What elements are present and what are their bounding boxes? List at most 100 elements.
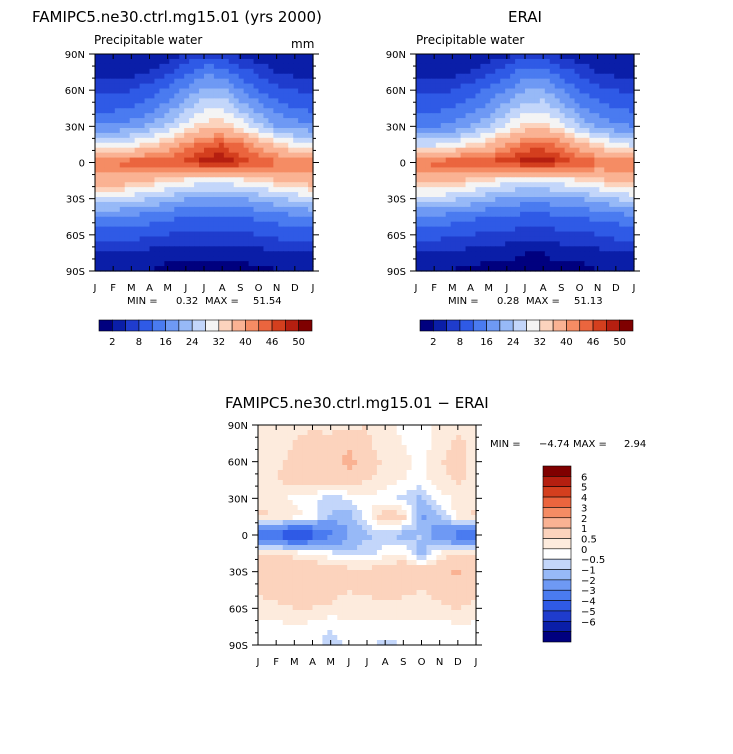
heatmap-cell xyxy=(574,241,581,247)
heatmap-cell xyxy=(273,192,279,198)
heatmap-cell xyxy=(357,515,363,521)
heatmap-cell xyxy=(426,480,432,486)
heatmap-cell xyxy=(480,177,486,183)
heatmap-cell xyxy=(510,167,516,173)
heatmap-cell xyxy=(154,182,160,188)
heatmap-cell xyxy=(406,470,413,476)
heatmap-cell xyxy=(445,192,452,198)
heatmap-cell xyxy=(303,157,309,164)
heatmap-cell xyxy=(455,137,462,144)
heatmap-cell xyxy=(139,162,146,169)
heatmap-cell xyxy=(312,425,319,431)
heatmap-cell xyxy=(174,221,180,228)
heatmap-cell xyxy=(312,505,319,511)
heatmap-cell xyxy=(194,83,200,90)
heatmap-cell xyxy=(243,251,250,257)
heatmap-cell xyxy=(283,63,289,70)
heatmap-cell xyxy=(420,68,427,75)
heatmap-cell xyxy=(411,425,418,431)
heatmap-cell xyxy=(490,157,496,164)
heatmap-cell xyxy=(446,515,452,521)
heatmap-cell xyxy=(129,201,136,208)
heatmap-cell xyxy=(357,465,363,471)
heatmap-cell xyxy=(258,88,265,95)
heatmap-cell xyxy=(184,216,190,223)
heatmap-cell xyxy=(184,103,190,109)
heatmap-cell xyxy=(253,108,260,114)
heatmap-cell xyxy=(258,455,264,461)
heatmap-cell xyxy=(445,123,452,129)
heatmap-cell xyxy=(114,68,121,75)
heatmap-cell xyxy=(95,162,101,169)
heatmap-cell xyxy=(420,162,427,169)
heatmap-cell xyxy=(283,246,289,252)
heatmap-cell xyxy=(559,63,566,70)
heatmap-cell xyxy=(159,58,165,65)
heatmap-cell xyxy=(164,113,170,119)
heatmap-cell xyxy=(471,520,477,526)
heatmap-cell xyxy=(574,182,581,188)
heatmap-cell xyxy=(223,113,230,119)
heatmap-cell xyxy=(139,206,146,213)
heatmap-cell xyxy=(204,123,210,129)
heatmap-cell xyxy=(104,197,111,203)
heatmap-cell xyxy=(461,460,467,466)
heatmap-cell xyxy=(525,54,531,60)
heatmap-cell xyxy=(396,460,403,466)
heatmap-cell xyxy=(574,88,581,95)
heatmap-cell xyxy=(515,58,521,65)
heatmap-cell xyxy=(460,236,467,243)
heatmap-cell xyxy=(440,58,447,65)
heatmap-cell xyxy=(298,162,304,169)
heatmap-cell xyxy=(554,266,561,272)
heatmap-cell xyxy=(248,103,255,109)
heatmap-cell xyxy=(406,510,413,516)
heatmap-cell xyxy=(470,78,477,85)
heatmap-cell xyxy=(312,485,319,491)
heatmap-cell xyxy=(322,485,328,491)
heatmap-cell xyxy=(500,216,506,223)
heatmap-cell xyxy=(218,142,225,149)
heatmap-cell xyxy=(381,470,388,476)
heatmap-cell xyxy=(287,425,294,431)
heatmap-cell xyxy=(307,510,314,516)
heatmap-cell xyxy=(569,147,576,154)
heatmap-cell xyxy=(525,113,531,119)
heatmap-cell xyxy=(139,246,146,252)
heatmap-cell xyxy=(199,231,205,238)
heatmap-cell xyxy=(184,182,190,188)
heatmap-cell xyxy=(223,54,230,60)
heatmap-cell xyxy=(445,152,452,159)
heatmap-cell xyxy=(455,231,462,238)
heatmap-cell xyxy=(485,54,491,60)
heatmap-cell xyxy=(253,201,260,208)
heatmap-cell xyxy=(420,167,427,173)
x-tick-label: O xyxy=(576,283,584,294)
heatmap-cell xyxy=(322,490,328,496)
heatmap-cell xyxy=(539,54,546,60)
heatmap-cell xyxy=(554,236,561,243)
heatmap-cell xyxy=(579,172,586,178)
heatmap-cell xyxy=(282,425,289,431)
heatmap-cell xyxy=(243,123,250,129)
heatmap-cell xyxy=(539,226,546,233)
heatmap-cell xyxy=(144,137,151,144)
heatmap-cell xyxy=(425,83,432,90)
heatmap-cell xyxy=(450,78,457,85)
heatmap-cell xyxy=(401,440,408,446)
heatmap-cell xyxy=(292,475,299,481)
heatmap-cell xyxy=(544,123,551,129)
heatmap-cell xyxy=(184,113,190,119)
heatmap-cell xyxy=(208,73,215,80)
heatmap-cell xyxy=(475,103,481,109)
heatmap-cell xyxy=(283,118,289,124)
heatmap-cell xyxy=(164,221,170,228)
heatmap-cell xyxy=(278,147,284,154)
heatmap-cell xyxy=(431,465,437,471)
heatmap-cell xyxy=(119,83,126,90)
heatmap-cell xyxy=(485,251,491,257)
heatmap-cell xyxy=(426,500,432,506)
heatmap-cell xyxy=(297,485,304,491)
heatmap-cell xyxy=(367,445,373,451)
heatmap-cell xyxy=(574,197,581,203)
